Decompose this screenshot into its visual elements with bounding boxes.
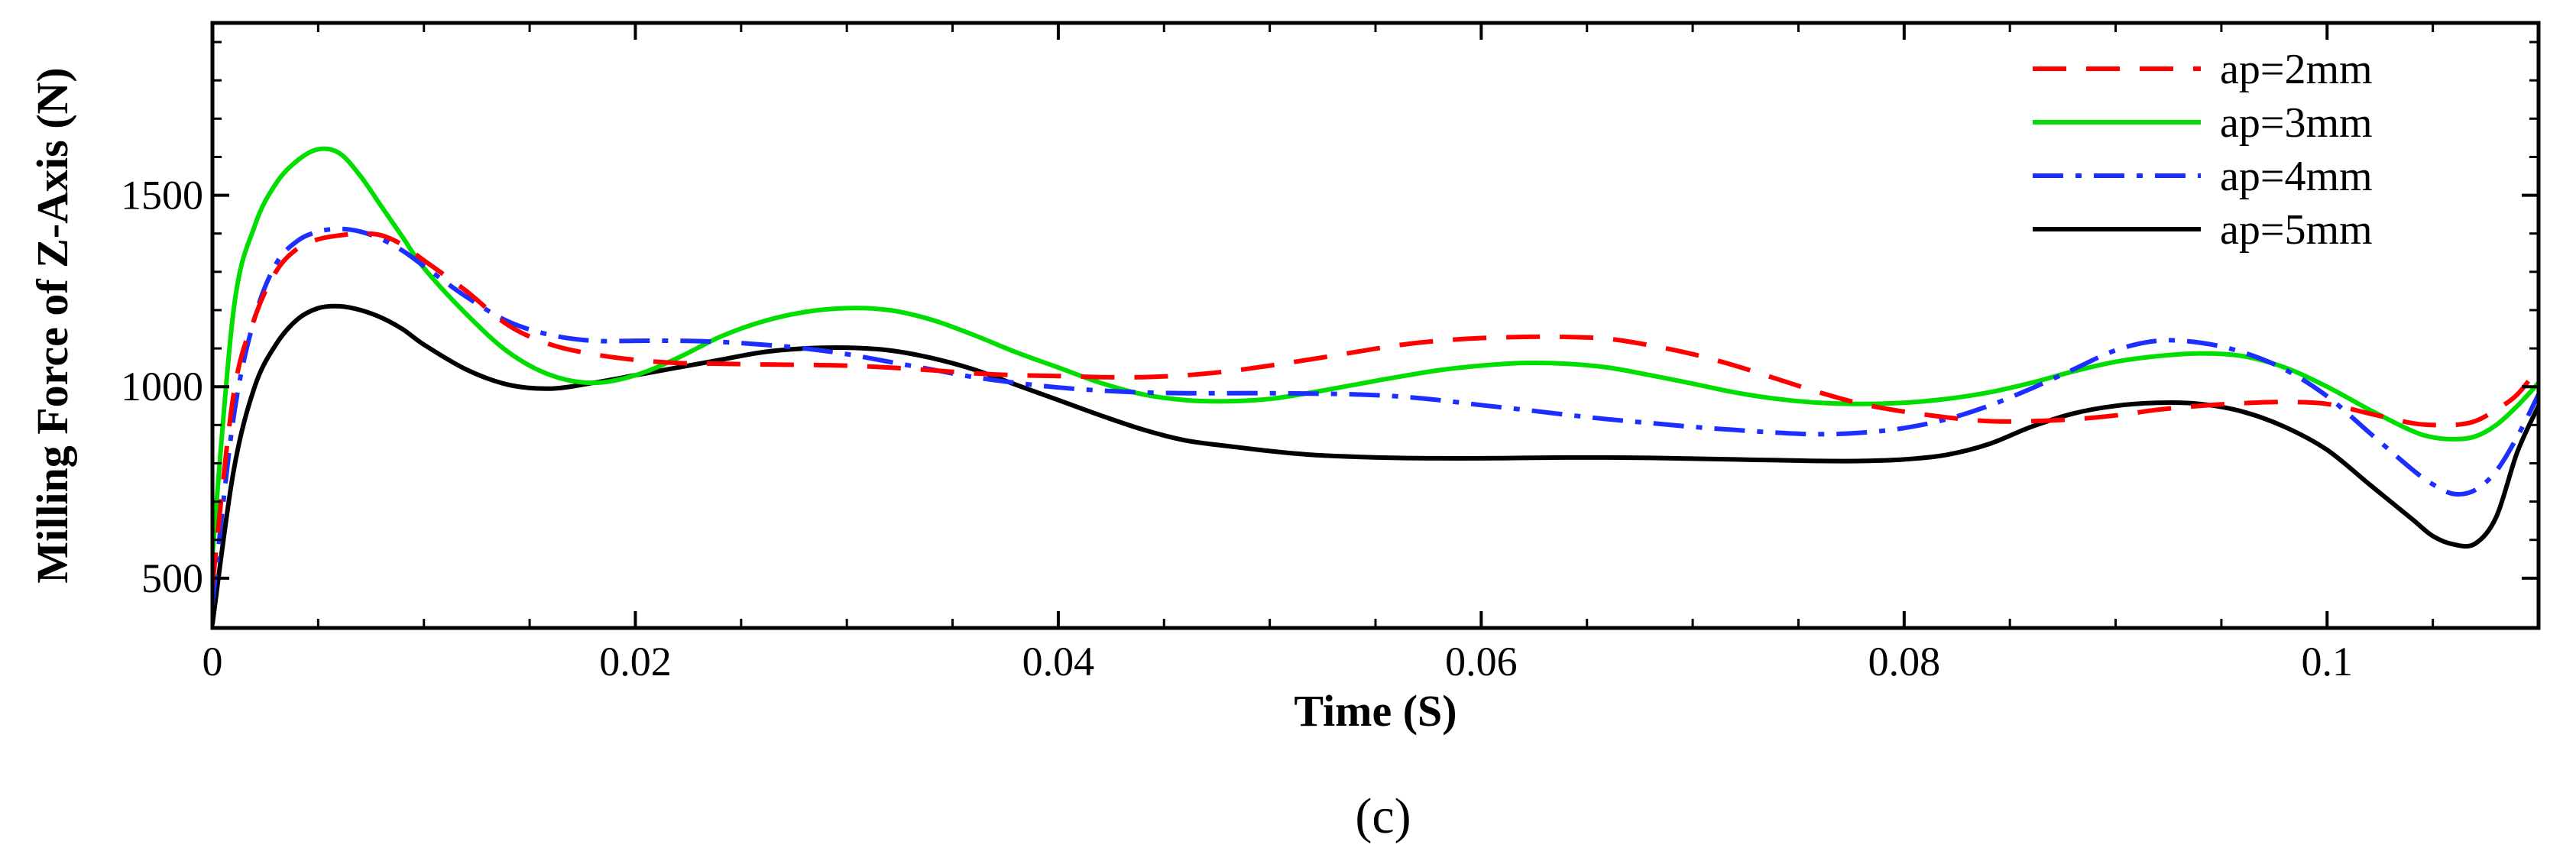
series-line-ap-3mm — [212, 146, 2539, 556]
x-tick-label: 0 — [203, 639, 223, 684]
legend-label-ap-3mm: ap=3mm — [2220, 99, 2373, 147]
panel-label: (c) — [1355, 788, 1411, 844]
y-tick-label: 1000 — [121, 364, 203, 409]
y-axis-title: Milling Force of Z-Axis (N) — [28, 67, 77, 583]
plot-frame — [210, 21, 2541, 630]
x-tick-label: 0.02 — [599, 639, 672, 684]
legend-label-ap-4mm: ap=4mm — [2220, 153, 2373, 200]
x-tick-label: 0.06 — [1445, 639, 1518, 684]
x-tick-label: 0.08 — [1868, 639, 1941, 684]
plot-area — [212, 146, 2539, 625]
series-line-ap-2mm — [212, 231, 2539, 587]
legend: ap=2mm ap=3mm ap=4mm ap=5mm — [2033, 46, 2373, 254]
axes: 0 0.02 0.04 0.06 0.08 0.1 500 1000 1500 — [121, 21, 2541, 684]
legend-label-ap-5mm: ap=5mm — [2220, 206, 2373, 254]
legend-label-ap-2mm: ap=2mm — [2220, 46, 2373, 93]
series-line-ap-4mm — [212, 226, 2539, 606]
x-tick-label: 0.1 — [2302, 639, 2354, 684]
y-tick-label: 500 — [141, 555, 203, 601]
x-tick-label: 0.04 — [1022, 639, 1095, 684]
series-line-ap-5mm — [212, 303, 2539, 625]
x-axis-title: Time (S) — [1294, 686, 1456, 736]
y-tick-label: 1500 — [121, 173, 203, 218]
